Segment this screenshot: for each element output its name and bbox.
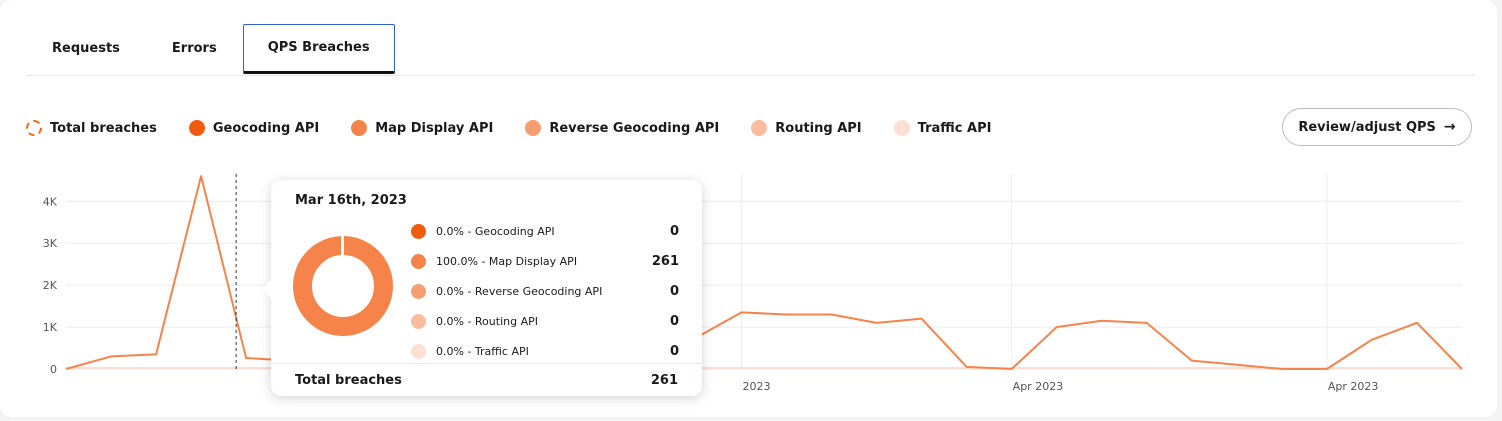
y-tick-label: 2K xyxy=(43,279,58,292)
tooltip-pointer xyxy=(262,280,271,298)
review-button-label: Review/adjust QPS xyxy=(1298,119,1436,135)
tooltip-row-value: 0 xyxy=(669,223,679,239)
legend-label: Traffic API xyxy=(917,120,992,136)
tooltip-row-label: 0.0% - Routing API xyxy=(436,314,538,328)
tooltip-row-label: 0.0% - Traffic API xyxy=(436,344,529,358)
breakdown-donut xyxy=(293,236,393,336)
circle-icon xyxy=(188,120,205,136)
circle-icon xyxy=(411,283,426,299)
tooltip-row: 0.0% - Reverse Geocoding API 0 xyxy=(411,276,679,306)
legend-label: Map Display API xyxy=(375,120,494,136)
tooltip-row-value: 0 xyxy=(669,343,679,359)
tooltip-divider xyxy=(271,363,702,364)
circle-icon xyxy=(411,253,426,269)
tooltip-row: 0.0% - Geocoding API 0 xyxy=(411,216,679,246)
tab-divider xyxy=(26,75,1475,76)
dashed-circle-icon xyxy=(26,120,42,136)
legend-item-map-display-api[interactable]: Map Display API xyxy=(351,120,493,136)
tooltip-row: 100.0% - Map Display API 261 xyxy=(411,246,679,276)
y-tick-label: 3K xyxy=(43,237,58,250)
legend-item-traffic-api[interactable]: Traffic API xyxy=(893,120,992,136)
tooltip-row-value: 0 xyxy=(669,313,679,329)
circle-icon xyxy=(411,223,426,239)
tab-bar: Requests Errors QPS Breaches xyxy=(26,24,395,76)
tab-qps-breaches[interactable]: QPS Breaches xyxy=(242,24,395,74)
tooltip-row-value: 261 xyxy=(651,253,679,269)
review-adjust-qps-button[interactable]: Review/adjust QPS → xyxy=(1282,108,1472,146)
legend-label: Reverse Geocoding API xyxy=(549,120,720,136)
tooltip-row-label: 100.0% - Map Display API xyxy=(436,254,578,268)
tooltip-row: 0.0% - Routing API 0 xyxy=(411,306,679,336)
donut-gap xyxy=(341,236,344,256)
circle-icon xyxy=(411,343,426,359)
tooltip-breakdown-list: 0.0% - Geocoding API 0 100.0% - Map Displa… xyxy=(411,216,679,366)
chart-legend: Total breaches Geocoding API Map Display… xyxy=(26,117,1023,139)
legend-item-reverse-geocoding-api[interactable]: Reverse Geocoding API xyxy=(525,120,719,136)
tooltip-row-value: 0 xyxy=(669,283,679,299)
tooltip-row-label: 0.0% - Geocoding API xyxy=(436,224,555,238)
circle-icon xyxy=(525,120,542,136)
arrow-right-icon: → xyxy=(1443,119,1456,135)
x-tick-label: Apr 2023 xyxy=(1013,380,1064,393)
donut-slice-map-display-api xyxy=(293,236,393,336)
legend-label: Total breaches xyxy=(50,120,157,136)
tooltip-total-value: 261 xyxy=(650,373,678,388)
circle-icon xyxy=(893,120,910,136)
circle-icon xyxy=(751,120,768,136)
circle-icon xyxy=(411,313,426,329)
legend-item-routing-api[interactable]: Routing API xyxy=(751,120,862,136)
tab-errors[interactable]: Errors xyxy=(171,41,217,56)
breaches-line-chart[interactable]: 0 1K 2K 3K 4K 2023 Apr 2023 Apr 2023 xyxy=(0,160,1480,405)
tab-requests[interactable]: Requests xyxy=(52,41,120,56)
legend-label: Geocoding API xyxy=(212,120,320,136)
tooltip-row-label: 0.0% - Reverse Geocoding API xyxy=(436,284,603,298)
y-tick-label: 1K xyxy=(43,321,58,334)
chart-tooltip: Mar 16th, 2023 0.0% - Geocoding API 0 100.… xyxy=(262,180,702,396)
y-tick-label: 4K xyxy=(43,195,58,208)
tooltip-row: 0.0% - Traffic API 0 xyxy=(411,336,679,366)
legend-label: Routing API xyxy=(775,120,862,136)
legend-item-total-breaches[interactable]: Total breaches xyxy=(26,120,157,136)
circle-icon xyxy=(351,120,368,136)
tooltip-date: Mar 16th, 2023 xyxy=(295,193,407,208)
tooltip-total-label: Total breaches xyxy=(295,373,402,388)
x-tick-label: Apr 2023 xyxy=(1328,380,1379,393)
tooltip-total-row: Total breaches 261 xyxy=(295,373,678,388)
x-tick-label: 2023 xyxy=(742,380,770,393)
legend-item-geocoding-api[interactable]: Geocoding API xyxy=(188,120,320,136)
y-tick-label: 0 xyxy=(50,363,57,376)
